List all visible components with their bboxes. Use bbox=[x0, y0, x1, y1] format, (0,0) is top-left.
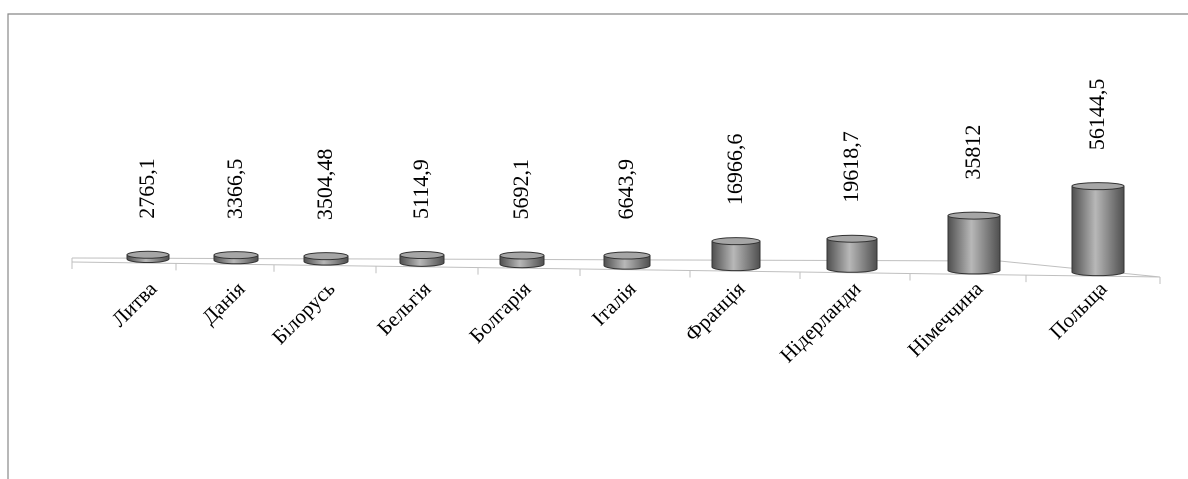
bar bbox=[603, 251, 651, 270]
data-label: 35812 bbox=[960, 125, 985, 180]
bar-body bbox=[1071, 185, 1125, 277]
bar bbox=[126, 250, 170, 264]
data-label: 2765,1 bbox=[134, 158, 159, 219]
bar-top bbox=[826, 234, 878, 243]
x-tick-label: Бельгія bbox=[372, 276, 436, 340]
bar-top bbox=[499, 251, 545, 260]
bar bbox=[1071, 182, 1125, 277]
bar-top bbox=[126, 250, 170, 259]
value-labels-group: 2765,1 3366,5 3504,48 5114,9 5692,1 6643,9 169… bbox=[134, 79, 1109, 220]
category-labels-group: Литва Данія Білорусь Бельгія Болгарія Італія Ф… bbox=[107, 276, 1112, 367]
x-tick-label: Італія bbox=[587, 276, 641, 330]
data-label: 3504,48 bbox=[312, 149, 337, 221]
bar-top bbox=[213, 251, 259, 260]
bar bbox=[711, 237, 761, 272]
x-tick-label: Німеччина bbox=[903, 276, 988, 361]
bar-top bbox=[399, 250, 445, 259]
data-label: 3366,5 bbox=[222, 159, 247, 220]
data-label: 6643,9 bbox=[613, 159, 638, 220]
x-tick-label: Білорусь bbox=[267, 277, 339, 349]
x-tick-label: Литва bbox=[107, 276, 162, 331]
bar bbox=[947, 211, 1001, 275]
data-label: 5114,9 bbox=[408, 159, 433, 219]
bar-top bbox=[303, 252, 349, 261]
data-label: 16966,6 bbox=[722, 134, 747, 206]
bar-top bbox=[947, 211, 1001, 220]
bar bbox=[303, 252, 349, 266]
bar-body bbox=[947, 215, 1001, 275]
x-tick-label: Польща bbox=[1044, 276, 1112, 344]
bar-body bbox=[826, 238, 878, 273]
x-tick-label: Нідерланди bbox=[775, 277, 866, 368]
bar bbox=[213, 251, 259, 265]
bar-top bbox=[603, 251, 651, 260]
data-label: 5692,1 bbox=[508, 159, 533, 220]
bars-group bbox=[126, 182, 1125, 277]
bar-body bbox=[711, 240, 761, 272]
bar-top bbox=[711, 237, 761, 246]
chart-border bbox=[7, 13, 1188, 479]
x-tick-label: Данія bbox=[197, 276, 250, 329]
bar bbox=[399, 250, 445, 267]
data-label: 19618,7 bbox=[838, 131, 863, 203]
bar-top bbox=[1071, 182, 1125, 191]
x-tick-label: Болгарія bbox=[464, 276, 535, 347]
x-tick-label: Франція bbox=[680, 276, 750, 346]
data-label: 56144,5 bbox=[1084, 79, 1109, 151]
bar bbox=[499, 251, 545, 269]
bar bbox=[826, 234, 878, 273]
